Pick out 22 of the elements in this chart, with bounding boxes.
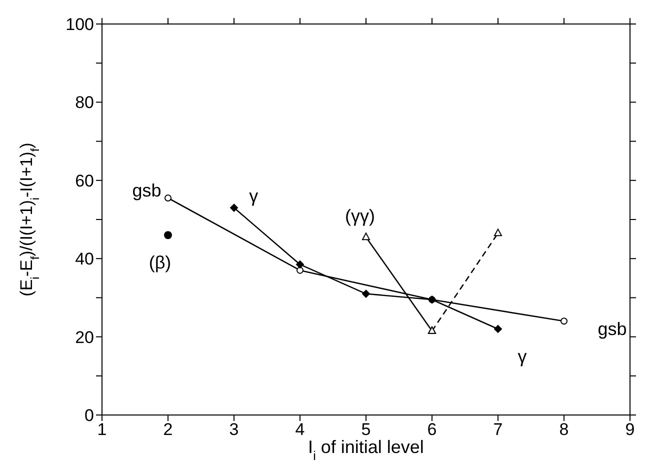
x-tick-label: 7 [493,420,503,440]
annotation: gsb [132,180,162,200]
y-tick-label: 60 [75,171,94,190]
x-tick-label: 3 [229,420,239,440]
x-tick-label: 1 [97,420,107,440]
y-tick-label: 0 [84,406,94,426]
x-tick-label: 5 [361,420,371,440]
annotation: (γγ) [345,206,376,226]
x-tick-label: 8 [559,420,569,440]
x-tick-label: 4 [295,420,305,440]
x-tick-label: 2 [163,420,173,440]
annotation: γ [249,186,258,206]
annotation: gsb [598,319,627,340]
annotation: (β) [148,252,172,273]
y-tick-label: 100 [66,15,94,34]
annotation: γ [518,346,527,367]
x-axis-title: I$_{i}$ of initial level [308,437,424,463]
x-tick-label: 6 [427,420,437,440]
y-tick-label: 20 [75,328,94,347]
x-tick-label: 9 [625,420,635,440]
y-tick-label: 80 [75,93,94,112]
y-tick-label: 40 [75,250,94,269]
